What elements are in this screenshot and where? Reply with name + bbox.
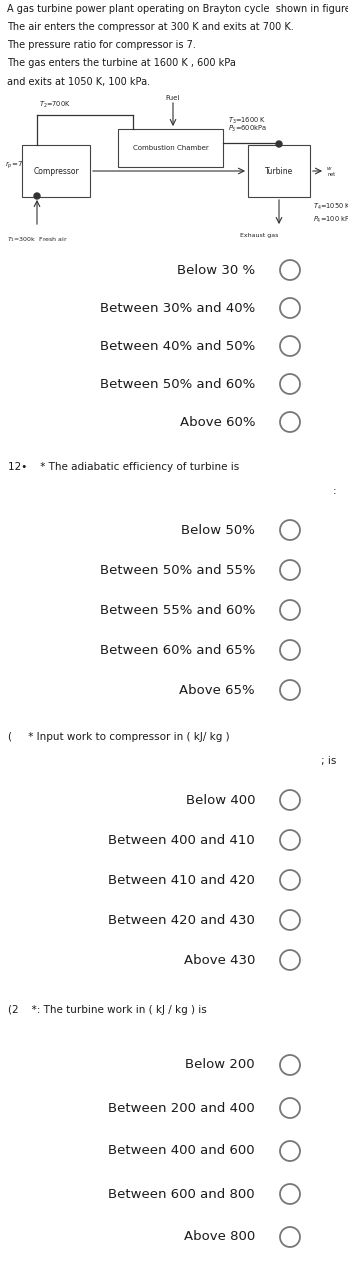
Text: Exhaust gas: Exhaust gas <box>240 233 278 238</box>
Text: Between 410 and 420: Between 410 and 420 <box>108 873 255 887</box>
Text: $r_p$=7: $r_p$=7 <box>5 159 23 170</box>
Circle shape <box>280 1184 300 1204</box>
Bar <box>22 145 90 197</box>
Circle shape <box>34 193 40 198</box>
Text: and exits at 1050 K, 100 kPa.: and exits at 1050 K, 100 kPa. <box>7 77 150 87</box>
Text: Compressor: Compressor <box>33 166 79 175</box>
Circle shape <box>280 520 300 540</box>
Text: Between 50% and 55%: Between 50% and 55% <box>100 563 255 576</box>
Text: Below 30 %: Below 30 % <box>177 264 255 276</box>
Text: Between 55% and 60%: Between 55% and 60% <box>100 603 255 617</box>
Text: Between 30% and 40%: Between 30% and 40% <box>100 302 255 315</box>
Text: Fuel: Fuel <box>166 95 180 101</box>
Text: Turbine: Turbine <box>265 166 293 175</box>
Text: Below 200: Below 200 <box>185 1059 255 1071</box>
Circle shape <box>280 412 300 431</box>
Text: (    ​​​​ * Input work to compressor in ( kJ/ kg ): ( ​​​​ * Input work to compressor in ( k… <box>8 732 230 742</box>
Text: ; is: ; is <box>321 756 336 765</box>
Text: A gas turbine power plant operating on Brayton cycle  shown in figure.: A gas turbine power plant operating on B… <box>7 5 348 14</box>
Text: Above 800: Above 800 <box>184 1230 255 1243</box>
Text: Between 200 and 400: Between 200 and 400 <box>108 1102 255 1115</box>
Text: $P_4$=100 kPa: $P_4$=100 kPa <box>313 215 348 225</box>
Circle shape <box>280 600 300 620</box>
Text: Between 40% and 50%: Between 40% and 50% <box>100 339 255 352</box>
Circle shape <box>280 374 300 394</box>
Text: Between 420 and 430: Between 420 and 430 <box>108 914 255 927</box>
Circle shape <box>280 1228 300 1247</box>
Text: The gas enters the turbine at 1600 K , 600 kPa: The gas enters the turbine at 1600 K , 6… <box>7 59 236 69</box>
Circle shape <box>280 1055 300 1075</box>
Text: :: : <box>332 486 336 495</box>
Text: The pressure ratio for compressor is 7.: The pressure ratio for compressor is 7. <box>7 41 196 50</box>
Circle shape <box>280 870 300 890</box>
Text: Between 400 and 600: Between 400 and 600 <box>108 1144 255 1157</box>
Circle shape <box>280 680 300 700</box>
Text: 12• ​ ​ ​ * The adiabatic efficiency of turbine is: 12• ​ ​ ​ * The adiabatic efficiency of … <box>8 462 239 472</box>
Text: Above 60%: Above 60% <box>180 416 255 429</box>
Text: $T_2$=700K: $T_2$=700K <box>39 100 71 110</box>
Circle shape <box>280 335 300 356</box>
Text: $P_3$=600kPa: $P_3$=600kPa <box>228 124 267 134</box>
Circle shape <box>280 829 300 850</box>
Bar <box>248 145 310 197</box>
Circle shape <box>280 260 300 280</box>
Circle shape <box>280 790 300 810</box>
Text: w: w <box>327 165 332 170</box>
Text: $T_4$=1050 K: $T_4$=1050 K <box>313 202 348 212</box>
Text: Combustion Chamber: Combustion Chamber <box>133 145 208 151</box>
Text: Between 400 and 410: Between 400 and 410 <box>108 833 255 846</box>
Text: net: net <box>327 172 335 177</box>
Circle shape <box>280 1098 300 1117</box>
Text: Below 400: Below 400 <box>185 794 255 806</box>
Text: Above 430: Above 430 <box>184 954 255 966</box>
Circle shape <box>280 910 300 931</box>
Circle shape <box>280 561 300 580</box>
Text: Between 50% and 60%: Between 50% and 60% <box>100 378 255 390</box>
Circle shape <box>280 640 300 660</box>
Text: The air enters the compressor at 300 K and exits at 700 K.: The air enters the compressor at 300 K a… <box>7 23 294 32</box>
Text: Between 600 and 800: Between 600 and 800 <box>108 1188 255 1201</box>
Circle shape <box>280 1140 300 1161</box>
Text: Between 60% and 65%: Between 60% and 65% <box>100 644 255 657</box>
Circle shape <box>280 950 300 970</box>
Text: (2 ​ ​ ​ *: The turbine work in ( kJ / kg ) is: (2 ​ ​ ​ *: The turbine work in ( kJ / k… <box>8 1005 207 1015</box>
Circle shape <box>276 141 282 147</box>
Bar <box>118 129 223 166</box>
Text: Below 50%: Below 50% <box>181 524 255 536</box>
Circle shape <box>280 298 300 317</box>
Text: $T_3$=1600 K: $T_3$=1600 K <box>228 116 266 127</box>
Text: Above 65%: Above 65% <box>179 684 255 696</box>
Text: $T_1$=300k  Fresh air: $T_1$=300k Fresh air <box>7 236 68 244</box>
